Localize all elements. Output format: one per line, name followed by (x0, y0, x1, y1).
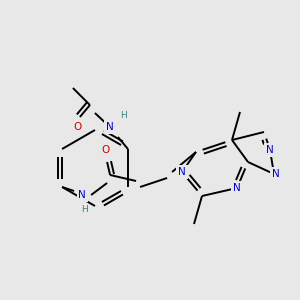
Text: N: N (266, 145, 274, 155)
Text: N: N (78, 190, 86, 200)
Text: N: N (272, 169, 280, 179)
Text: H: H (121, 110, 127, 119)
Text: O: O (101, 145, 109, 155)
Text: O: O (74, 122, 82, 132)
Text: N: N (106, 122, 114, 132)
Text: H: H (81, 206, 88, 214)
Text: N: N (233, 183, 241, 193)
Text: N: N (178, 167, 186, 177)
